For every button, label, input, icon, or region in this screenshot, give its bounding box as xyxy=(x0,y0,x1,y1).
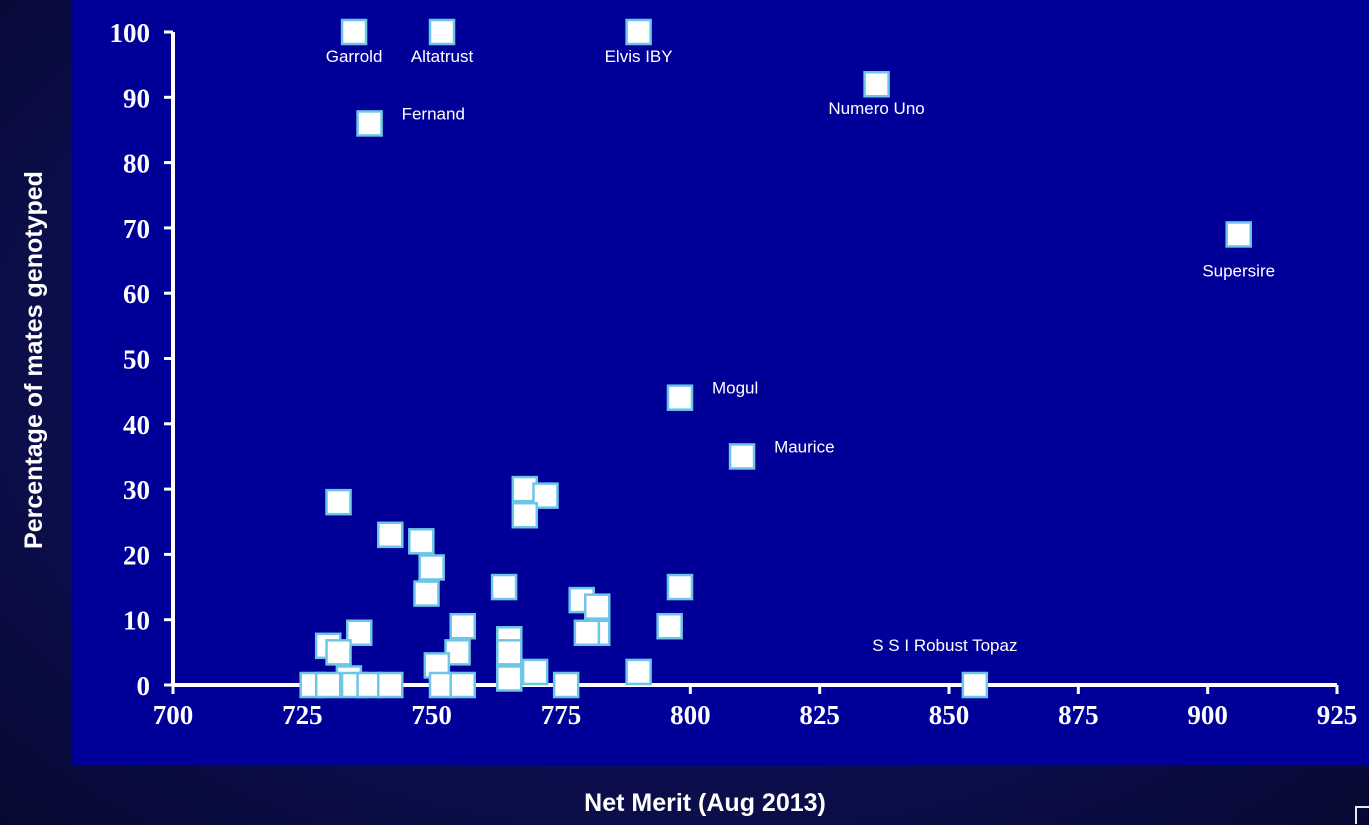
point-labels: Garrold Altatrust Elvis IBY Numero Uno Ferna… xyxy=(326,47,1275,655)
data-point xyxy=(496,665,523,692)
y-tick-label: 40 xyxy=(123,410,150,440)
x-tick-label: 725 xyxy=(282,700,323,730)
point-label: Mogul xyxy=(712,379,758,398)
point-label: Garrold xyxy=(326,47,383,66)
data-point xyxy=(490,573,518,601)
data-point xyxy=(583,593,611,620)
y-tick-label: 70 xyxy=(123,214,150,244)
data-point xyxy=(573,619,601,647)
x-tick-label: 800 xyxy=(670,700,711,730)
x-tick-label: 750 xyxy=(411,700,452,730)
data-point xyxy=(625,658,652,686)
data-point xyxy=(511,501,539,529)
data-point xyxy=(356,110,383,137)
data-point xyxy=(377,521,404,549)
data-point xyxy=(552,671,580,699)
x-axis-title: Net Merit (Aug 2013) xyxy=(584,789,826,817)
data-point xyxy=(418,554,445,581)
y-tick-label: 20 xyxy=(123,540,150,570)
data-points xyxy=(299,18,1252,699)
point-label: Numero Uno xyxy=(828,99,924,118)
data-point xyxy=(666,573,694,601)
y-axis-title: Percentage of mates genotyped xyxy=(20,171,48,549)
x-tick-label: 925 xyxy=(1317,700,1358,730)
data-point xyxy=(325,639,352,666)
data-point xyxy=(340,18,368,46)
data-point xyxy=(666,384,694,411)
point-label: Maurice xyxy=(774,437,834,456)
x-tick-label: 700 xyxy=(153,700,194,730)
y-tick-label: 30 xyxy=(123,475,150,505)
data-point xyxy=(496,639,523,666)
data-point xyxy=(728,443,756,470)
data-point xyxy=(449,612,476,640)
y-tick-label: 90 xyxy=(123,83,150,113)
y-tick-label: 100 xyxy=(110,18,151,48)
y-tick-label: 60 xyxy=(123,279,150,309)
point-label: Fernand xyxy=(402,104,465,123)
y-tick-label: 50 xyxy=(123,345,150,375)
data-point xyxy=(521,658,549,686)
data-point xyxy=(961,671,989,699)
data-point xyxy=(408,528,435,555)
plot-area xyxy=(72,0,1369,766)
point-label: Supersire xyxy=(1202,261,1275,280)
data-point xyxy=(314,671,342,699)
point-label: Elvis IBY xyxy=(605,47,673,66)
data-point xyxy=(656,612,683,640)
y-tick-label: 0 xyxy=(137,671,151,701)
x-tick-label: 875 xyxy=(1058,700,1099,730)
data-point xyxy=(428,18,456,46)
y-tick-label: 80 xyxy=(123,149,150,179)
x-tick-label: 900 xyxy=(1187,700,1228,730)
data-point xyxy=(377,671,404,699)
data-point xyxy=(413,580,440,607)
tick-labels: 700 725 750 775 800 825 850 875 900 925 0 10 20 30 40 5… xyxy=(110,18,1358,730)
corner-mark xyxy=(1355,806,1369,824)
point-label: Altatrust xyxy=(411,47,474,66)
x-tick-label: 850 xyxy=(929,700,970,730)
data-point xyxy=(625,18,652,46)
y-tick-label: 10 xyxy=(123,606,150,636)
point-label: S S I Robust Topaz xyxy=(872,636,1017,655)
data-point xyxy=(1225,221,1252,248)
data-point xyxy=(449,671,476,699)
x-tick-label: 825 xyxy=(799,700,840,730)
data-point xyxy=(863,70,890,98)
data-point xyxy=(325,488,352,516)
x-tick-label: 775 xyxy=(541,700,582,730)
